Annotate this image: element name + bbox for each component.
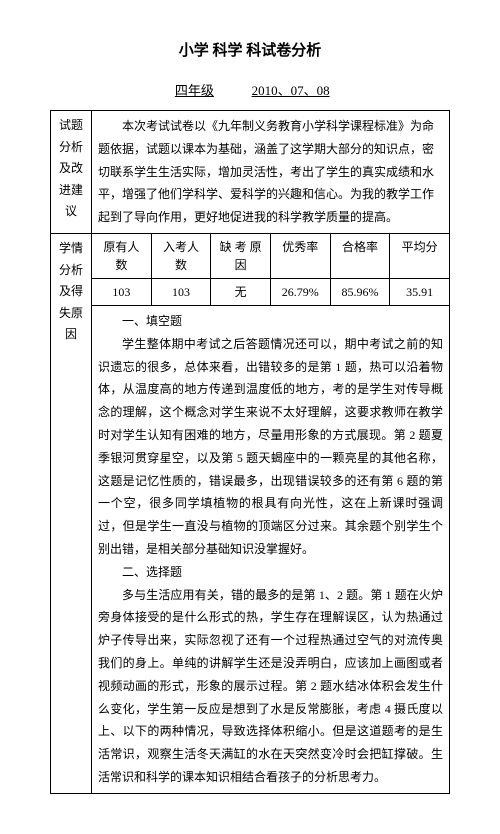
stats-r0: 103: [92, 278, 152, 305]
stats-r4: 85.96%: [330, 278, 390, 305]
section2-label: 学情分析及得失原因: [51, 233, 92, 793]
stats-h2: 缺 考 原因: [211, 233, 271, 278]
section2-body: 一、填空题 学生整体期中考试之后答题情况还可以，期中考试之前的知识遗忘的很多，总…: [92, 305, 450, 793]
heading2: 二、选择题: [98, 561, 443, 584]
stats-h5: 平均分: [390, 233, 450, 278]
sub-header: 四年级 2010、07、08: [50, 81, 450, 101]
para1: 学生整体期中考试之后答题情况还可以，期中考试之前的知识遗忘的很多，总体来看，出错…: [98, 333, 443, 561]
stats-r2: 无: [211, 278, 271, 305]
date-field: 2010、07、08: [246, 81, 336, 101]
stats-h4: 合格率: [330, 233, 390, 278]
stats-r1: 103: [151, 278, 211, 305]
analysis-table: 试题分析及改进建议 本次考试试卷以《九年制义务教育小学科学课程标准》为命题依据，…: [50, 110, 450, 794]
stats-h0: 原有人数: [92, 233, 152, 278]
para2: 多与生活应用有关，错的最多的是第 1、2 题。第 1 题在火炉旁身体接受的是什么…: [98, 584, 443, 789]
stats-h3: 优秀率: [270, 233, 330, 278]
grade-field: 四年级: [164, 81, 224, 101]
stats-r5: 35.91: [390, 278, 450, 305]
section1-body: 本次考试试卷以《九年制义务教育小学科学课程标准》为命题依据，试题以课本为基础，涵…: [92, 111, 450, 234]
document-title: 小学 科学 科试卷分析: [50, 40, 450, 63]
heading1: 一、填空题: [98, 310, 443, 333]
stats-h1: 入考人数: [151, 233, 211, 278]
stats-r3: 26.79%: [270, 278, 330, 305]
section1-label: 试题分析及改进建议: [51, 111, 92, 234]
